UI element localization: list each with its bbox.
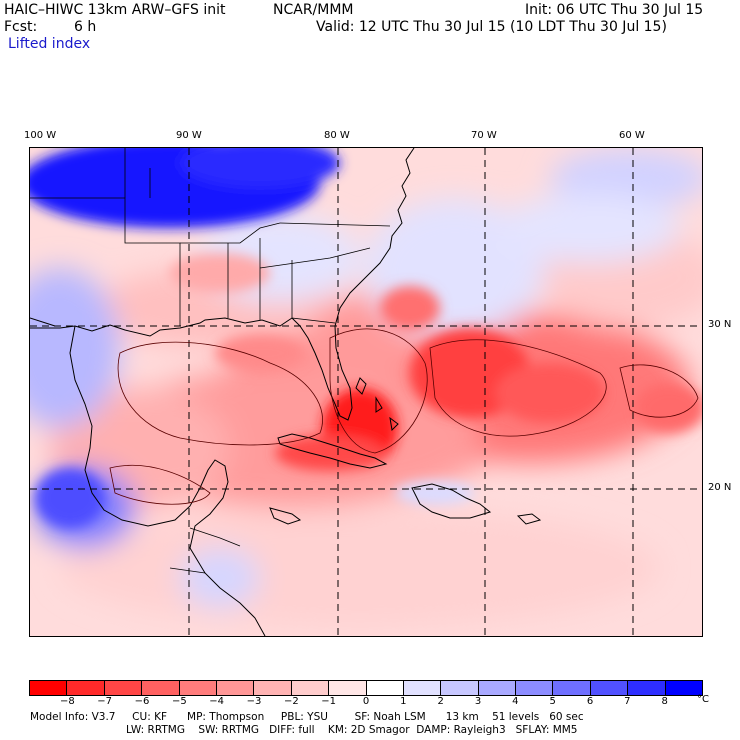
init-time: Init: 06 UTC Thu 30 Jul 15 <box>525 2 704 18</box>
colorbar-tick-label: −8 <box>59 696 75 707</box>
lat-label-30n: 30 N <box>708 319 732 330</box>
colorbar-tick-label: 6 <box>586 696 594 707</box>
contour-1 <box>117 341 323 446</box>
cuba <box>277 433 388 469</box>
border-8 <box>279 222 391 227</box>
lifted-index-map <box>29 147 703 637</box>
field-detail <box>30 148 702 528</box>
lon-label-80w: 80 W <box>324 130 350 141</box>
colorbar-tick-label: −7 <box>97 696 113 707</box>
colorbar-tick-label: 0 <box>362 696 370 707</box>
colorbar-tick-label: 2 <box>437 696 444 707</box>
hispaniola <box>411 483 492 519</box>
colorbar-swatch <box>665 681 703 695</box>
colorbar-swatch <box>590 681 629 695</box>
jamaica <box>269 507 302 525</box>
coast-fragment <box>30 317 56 327</box>
org-label: NCAR/MMM <box>273 2 354 18</box>
colorbar-swatch <box>628 681 666 695</box>
colorbar-tick-label: −2 <box>283 696 299 707</box>
border-3 <box>180 222 281 244</box>
border-7 <box>291 260 336 324</box>
contour-2 <box>329 328 428 454</box>
model-title: HAIC–HIWC 13km ARW–GFS init <box>4 2 226 18</box>
lat-label-20n: 20 N <box>708 482 732 493</box>
colorbar-tick-label: −1 <box>321 696 337 707</box>
border-11 <box>169 567 206 574</box>
colorbar-swatch <box>441 681 479 695</box>
colorbar-tick-label: 5 <box>549 696 556 707</box>
field-name: Lifted index <box>8 36 91 52</box>
colorbar-tick-label: −3 <box>246 696 262 707</box>
lon-label-60w: 60 W <box>619 130 645 141</box>
colorbar-swatch <box>216 681 255 695</box>
border-6 <box>259 247 371 269</box>
colorbar-swatch <box>516 681 554 695</box>
bahamas-1 <box>355 377 367 395</box>
lon-label-100w: 100 W <box>24 130 57 141</box>
colorbar-swatch <box>553 681 591 695</box>
graticule <box>30 148 702 636</box>
colorbar-tick-label: −5 <box>171 696 187 707</box>
colorbar-swatch <box>329 681 367 695</box>
colorbar-swatch <box>254 681 292 695</box>
state-borders <box>30 148 391 574</box>
colorbar-tick-label: −6 <box>134 696 150 707</box>
forecast-label: Fcst: <box>4 19 38 35</box>
li-contours <box>109 328 699 505</box>
map-canvas <box>30 148 702 636</box>
colorbar-tick-label: 4 <box>512 696 519 707</box>
lon-label-70w: 70 W <box>471 130 497 141</box>
colorbar-swatch <box>478 681 517 695</box>
contour-3 <box>429 339 607 437</box>
lon-label-90w: 90 W <box>176 130 202 141</box>
colorbar-tick-label: −4 <box>209 696 225 707</box>
colorbar <box>29 680 703 696</box>
colorbar-swatch <box>67 681 105 695</box>
contour-4 <box>619 364 699 418</box>
border-10 <box>189 527 241 547</box>
mexico-central-america-coastline <box>69 325 266 636</box>
bahamas-2 <box>375 396 383 413</box>
model-info-line-2: LW: RRTMG SW: RRTMG DIFF: full KM: 2D Sm… <box>126 724 578 736</box>
colorbar-swatch <box>366 681 404 695</box>
colorbar-swatch <box>142 681 180 695</box>
colorbar-swatch <box>291 681 330 695</box>
colorbar-swatch <box>403 681 442 695</box>
colorbar-unit: °C <box>697 694 709 705</box>
colorbar-swatch <box>30 681 68 695</box>
forecast-hour: 6 h <box>74 19 97 35</box>
colorbar-tick-label: 1 <box>400 696 407 707</box>
bahamas-3 <box>389 416 399 432</box>
colorbar-swatch <box>179 681 217 695</box>
colorbar-tick-label: 7 <box>624 696 631 707</box>
contour-5 <box>109 464 211 505</box>
colorbar-tick-label: 3 <box>474 696 482 707</box>
puerto-rico <box>516 513 542 525</box>
colorbar-tick-label: 8 <box>661 696 668 707</box>
colorbar-swatch <box>104 681 143 695</box>
valid-time: Valid: 12 UTC Thu 30 Jul 15 (10 LDT Thu … <box>316 19 667 35</box>
border-1 <box>30 197 181 326</box>
model-info-line-1: Model Info: V3.7 CU: KF MP: Thompson PBL… <box>30 711 584 723</box>
